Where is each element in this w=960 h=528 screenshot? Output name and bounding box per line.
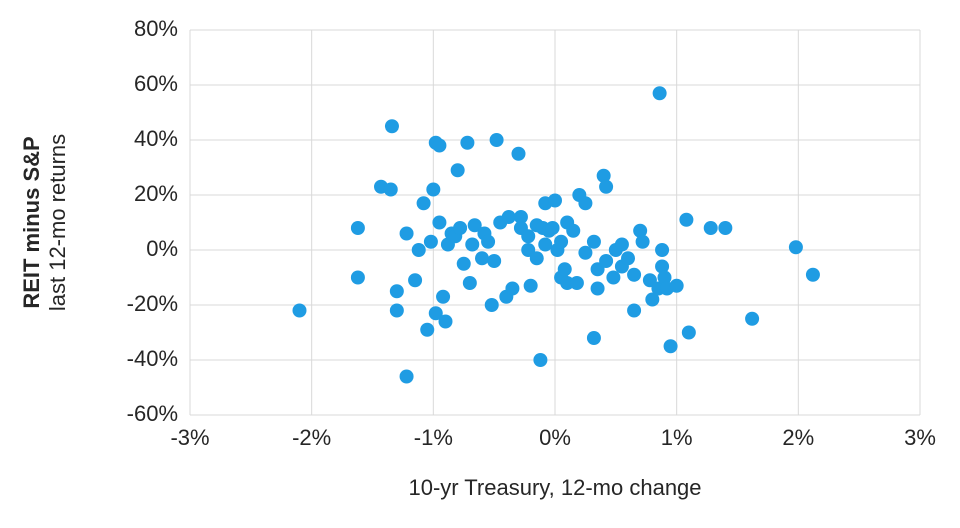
data-point <box>412 243 426 257</box>
data-point <box>546 221 560 235</box>
data-point <box>400 370 414 384</box>
data-point <box>570 276 584 290</box>
x-axis-label: 10-yr Treasury, 12-mo change <box>408 475 701 500</box>
data-point <box>502 210 516 224</box>
y-tick-label: 20% <box>134 181 178 206</box>
scatter-chart: -60% -40% -20% 0% 20% 40% 60% 80% -3% -2% -1% 0% 1% 2… <box>0 0 960 528</box>
data-point <box>385 119 399 133</box>
y-axis-label-line2: last 12-mo returns <box>45 134 70 311</box>
data-point <box>615 238 629 252</box>
x-tick-label: 2% <box>782 425 814 450</box>
data-point <box>587 235 601 249</box>
data-point <box>745 312 759 326</box>
data-point <box>578 246 592 260</box>
data-point <box>439 315 453 329</box>
data-point <box>436 290 450 304</box>
data-point <box>426 183 440 197</box>
y-tick-label: -20% <box>127 291 178 316</box>
data-point <box>417 196 431 210</box>
y-tick-label: -60% <box>127 401 178 426</box>
x-tick-label: 0% <box>539 425 571 450</box>
data-point <box>457 257 471 271</box>
data-point <box>408 273 422 287</box>
data-point <box>390 304 404 318</box>
data-point <box>578 196 592 210</box>
y-tick-label: 40% <box>134 126 178 151</box>
data-point <box>463 276 477 290</box>
y-tick-label: 0% <box>146 236 178 261</box>
data-point <box>400 227 414 241</box>
data-point <box>664 339 678 353</box>
data-point <box>475 251 489 265</box>
data-point <box>432 216 446 230</box>
data-point <box>424 235 438 249</box>
data-point <box>432 139 446 153</box>
x-tick-label: -3% <box>170 425 209 450</box>
data-point <box>655 243 669 257</box>
data-point <box>789 240 803 254</box>
data-point <box>599 254 613 268</box>
x-tick-label: 1% <box>661 425 693 450</box>
data-point <box>533 353 547 367</box>
data-point <box>487 254 501 268</box>
data-point <box>465 238 479 252</box>
data-point <box>538 238 552 252</box>
data-point <box>621 251 635 265</box>
data-point <box>453 221 467 235</box>
data-point <box>554 235 568 249</box>
data-point <box>512 147 526 161</box>
data-point <box>682 326 696 340</box>
x-tick-label: -2% <box>292 425 331 450</box>
data-point <box>521 229 535 243</box>
data-point <box>806 268 820 282</box>
data-point <box>351 271 365 285</box>
data-point <box>653 86 667 100</box>
data-point <box>548 194 562 208</box>
data-point <box>591 282 605 296</box>
data-point <box>451 163 465 177</box>
data-point <box>670 279 684 293</box>
y-tick-label: -40% <box>127 346 178 371</box>
data-point <box>606 271 620 285</box>
data-point <box>566 224 580 238</box>
x-tick-label: 3% <box>904 425 936 450</box>
chart-svg: -60% -40% -20% 0% 20% 40% 60% 80% -3% -2% -1% 0% 1% 2… <box>0 0 960 528</box>
data-point <box>351 221 365 235</box>
data-point <box>384 183 398 197</box>
y-tick-label: 60% <box>134 71 178 96</box>
data-point <box>485 298 499 312</box>
data-point <box>558 262 572 276</box>
y-axis-label-line1: REIT minus S&P <box>19 136 44 308</box>
data-point <box>420 323 434 337</box>
x-tick-label: -1% <box>414 425 453 450</box>
data-point <box>587 331 601 345</box>
data-point <box>460 136 474 150</box>
data-point <box>679 213 693 227</box>
y-tick-label: 80% <box>134 16 178 41</box>
data-point <box>530 251 544 265</box>
data-point <box>636 235 650 249</box>
data-point <box>481 235 495 249</box>
data-point <box>704 221 718 235</box>
data-point <box>627 304 641 318</box>
data-point <box>293 304 307 318</box>
y-axis-label: REIT minus S&Plast 12-mo returns <box>19 134 70 311</box>
data-point <box>718 221 732 235</box>
data-point <box>505 282 519 296</box>
data-point <box>524 279 538 293</box>
data-point <box>599 180 613 194</box>
data-point <box>390 284 404 298</box>
data-point <box>627 268 641 282</box>
data-point <box>490 133 504 147</box>
